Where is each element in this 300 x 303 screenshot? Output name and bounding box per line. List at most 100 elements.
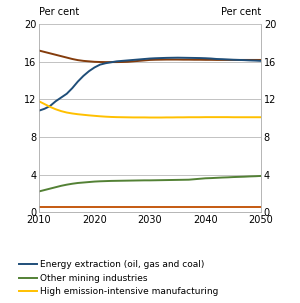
- Other mining industries: [43, 188, 46, 192]
- High emission-intensive manufacturing: [159, 116, 163, 119]
- Energy extraction (oil, gas and coal): [65, 92, 68, 95]
- Energy extraction (oil, gas and coal): [243, 58, 246, 62]
- Energy extraction (oil, gas and coal): [198, 56, 202, 60]
- Energy extraction (oil, gas and coal): [176, 56, 179, 59]
- High emission-intensive manufacturing: [209, 115, 213, 119]
- High emission-intensive manufacturing: [54, 108, 57, 111]
- Other mining industries: [142, 178, 146, 182]
- Legend: Energy extraction (oil, gas and coal), Other mining industries, High emission-in: Energy extraction (oil, gas and coal), O…: [15, 257, 222, 300]
- High emission-intensive manufacturing: [70, 112, 74, 115]
- Other mining industries: [209, 176, 213, 180]
- Other mining industries: [104, 179, 107, 183]
- Energy extraction (oil, gas and coal): [137, 58, 141, 61]
- Energy extraction (oil, gas and coal): [165, 56, 168, 60]
- Energy extraction (oil, gas and coal): [54, 99, 57, 103]
- High emission-intensive manufacturing: [82, 113, 85, 117]
- Other mining industries: [215, 176, 218, 180]
- High emission-intensive manufacturing: [93, 114, 96, 118]
- Energy extraction (oil, gas and coal): [259, 59, 263, 63]
- High emission-intensive manufacturing: [154, 116, 157, 119]
- Other mining industries: [59, 184, 63, 188]
- Energy extraction (oil, gas and coal): [193, 56, 196, 60]
- Other mining industries: [137, 179, 141, 182]
- Energy extraction (oil, gas and coal): [204, 56, 207, 60]
- Energy extraction (oil, gas and coal): [187, 56, 191, 60]
- Other mining industries: [76, 181, 80, 185]
- High emission-intensive manufacturing: [142, 116, 146, 119]
- Energy extraction (oil, gas and coal): [37, 109, 41, 112]
- Other mining industries: [121, 179, 124, 182]
- Energy extraction (oil, gas and coal): [254, 59, 257, 62]
- Energy extraction (oil, gas and coal): [98, 63, 102, 66]
- Other mining industries: [237, 175, 241, 179]
- Energy extraction (oil, gas and coal): [121, 59, 124, 63]
- Energy extraction (oil, gas and coal): [248, 58, 252, 62]
- High emission-intensive manufacturing: [121, 115, 124, 119]
- High emission-intensive manufacturing: [137, 116, 141, 119]
- High emission-intensive manufacturing: [109, 115, 113, 119]
- Other mining industries: [148, 178, 152, 182]
- Energy extraction (oil, gas and coal): [109, 61, 113, 64]
- Text: Per cent: Per cent: [221, 7, 261, 17]
- High emission-intensive manufacturing: [187, 115, 191, 119]
- Other mining industries: [170, 178, 174, 182]
- Other mining industries: [165, 178, 168, 182]
- Other mining industries: [82, 181, 85, 184]
- High emission-intensive manufacturing: [115, 115, 119, 119]
- Energy extraction (oil, gas and coal): [232, 58, 235, 62]
- High emission-intensive manufacturing: [232, 115, 235, 119]
- High emission-intensive manufacturing: [87, 114, 91, 117]
- Other mining industries: [243, 175, 246, 178]
- High emission-intensive manufacturing: [198, 115, 202, 119]
- Other mining industries: [70, 182, 74, 185]
- Other mining industries: [132, 179, 135, 182]
- Other mining industries: [187, 178, 191, 181]
- Energy extraction (oil, gas and coal): [148, 57, 152, 60]
- Energy extraction (oil, gas and coal): [220, 57, 224, 61]
- High emission-intensive manufacturing: [248, 115, 252, 119]
- Energy extraction (oil, gas and coal): [59, 96, 63, 99]
- Other mining industries: [54, 185, 57, 189]
- High emission-intensive manufacturing: [176, 115, 179, 119]
- Text: Per cent: Per cent: [39, 7, 79, 17]
- High emission-intensive manufacturing: [132, 116, 135, 119]
- Other mining industries: [176, 178, 179, 182]
- High emission-intensive manufacturing: [37, 99, 41, 103]
- High emission-intensive manufacturing: [259, 115, 263, 119]
- High emission-intensive manufacturing: [215, 115, 218, 119]
- Other mining industries: [259, 174, 263, 178]
- Energy extraction (oil, gas and coal): [132, 58, 135, 62]
- Energy extraction (oil, gas and coal): [182, 56, 185, 60]
- High emission-intensive manufacturing: [65, 111, 68, 114]
- Energy extraction (oil, gas and coal): [159, 56, 163, 60]
- High emission-intensive manufacturing: [76, 112, 80, 116]
- Other mining industries: [93, 180, 96, 183]
- Other mining industries: [115, 179, 119, 183]
- High emission-intensive manufacturing: [98, 115, 102, 118]
- Other mining industries: [182, 178, 185, 181]
- High emission-intensive manufacturing: [104, 115, 107, 118]
- High emission-intensive manufacturing: [48, 105, 52, 109]
- High emission-intensive manufacturing: [254, 115, 257, 119]
- Other mining industries: [193, 177, 196, 181]
- Other mining industries: [87, 180, 91, 184]
- Other mining industries: [232, 175, 235, 179]
- High emission-intensive manufacturing: [243, 115, 246, 119]
- Energy extraction (oil, gas and coal): [170, 56, 174, 60]
- High emission-intensive manufacturing: [126, 115, 130, 119]
- High emission-intensive manufacturing: [59, 109, 63, 113]
- Other mining industries: [98, 179, 102, 183]
- Other mining industries: [65, 183, 68, 186]
- High emission-intensive manufacturing: [193, 115, 196, 119]
- High emission-intensive manufacturing: [226, 115, 230, 119]
- Other mining industries: [109, 179, 113, 183]
- Other mining industries: [248, 175, 252, 178]
- Other mining industries: [37, 190, 41, 193]
- Energy extraction (oil, gas and coal): [115, 59, 119, 63]
- Energy extraction (oil, gas and coal): [226, 58, 230, 61]
- Energy extraction (oil, gas and coal): [87, 69, 91, 73]
- Energy extraction (oil, gas and coal): [104, 62, 107, 65]
- Energy extraction (oil, gas and coal): [82, 74, 85, 78]
- Other mining industries: [254, 175, 257, 178]
- Energy extraction (oil, gas and coal): [70, 86, 74, 90]
